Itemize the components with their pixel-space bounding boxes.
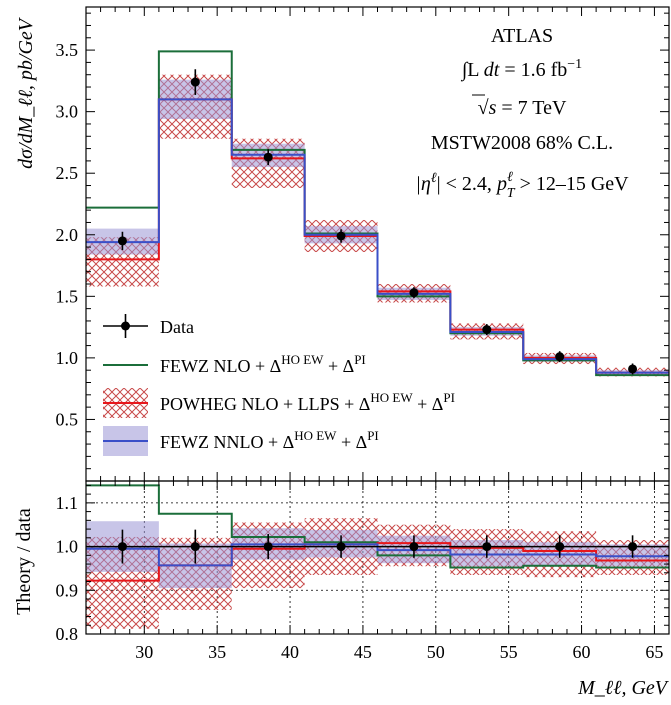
data-point: [555, 542, 565, 552]
y-tick-label: 0.5: [56, 409, 79, 429]
x-tick-label: 55: [500, 642, 518, 662]
legend-label-fewz-nlo: FEWZ NLO + ΔHO EW + ΔPI: [160, 352, 366, 376]
data-point: [482, 325, 492, 335]
x-tick-label: 60: [573, 642, 591, 662]
y-tick-label: 2.5: [56, 163, 79, 183]
y-tick-label: 1.0: [56, 348, 79, 368]
y-tick-label: 0.8: [56, 624, 79, 644]
legend-label-fewz-nnlo: FEWZ NNLO + ΔHO EW + ΔPI: [160, 428, 379, 452]
data-point: [263, 152, 273, 162]
data-point: [117, 236, 127, 246]
ratio-y-axis-label: Theory / data: [13, 508, 35, 615]
legend: Data FEWZ NLO + ΔHO EW + ΔPI POWHEG NLO + …: [103, 314, 455, 456]
ratio-panel: 0.8 0.9 1.0 1.1 30 35 40 45 50 55 60 65 Theory / dat…: [13, 480, 670, 699]
data-point: [117, 542, 127, 552]
x-tick-label: 45: [354, 642, 372, 662]
x-tick-label: 50: [427, 642, 445, 662]
data-point: [190, 542, 200, 552]
legend-label-data: Data: [160, 317, 194, 337]
data-point: [409, 288, 419, 298]
annotation-cuts: |ηℓ| < 2.4, pℓ T > 12–15 GeV: [415, 170, 629, 201]
annotation-energy: √s = 7 TeV: [478, 97, 567, 119]
data-point: [190, 77, 200, 87]
y-tick-label: 2.0: [56, 225, 79, 245]
data-point: [336, 542, 346, 552]
x-tick-label: 40: [281, 642, 299, 662]
annotation-pdf: MSTW2008 68% C.L.: [431, 132, 613, 154]
data-point: [263, 542, 273, 552]
annotation-experiment: ATLAS: [491, 25, 553, 47]
y-tick-label: 3.0: [56, 102, 79, 122]
main-y-axis-label: dσ/dM_ℓℓ, pb/GeV: [15, 16, 37, 169]
data-point: [628, 364, 638, 374]
x-axis-label: M_ℓℓ, GeV: [577, 677, 670, 699]
main-panel: 0.5 1.0 1.5 2.0 2.5 3.0 3.5 dσ/dM_ℓℓ, pb/GeV ATL…: [15, 6, 670, 482]
annotation-luminosity: ∫L dt = 1.6 fb−1: [460, 57, 582, 82]
y-tick-label: 3.5: [56, 40, 79, 60]
y-tick-label: 1.5: [56, 286, 79, 306]
x-tick-label: 30: [135, 642, 153, 662]
y-tick-label: 1.1: [56, 493, 79, 513]
data-point: [336, 231, 346, 241]
x-tick-label: 35: [208, 642, 226, 662]
legend-label-powheg: POWHEG NLO + LLPS + ΔHO EW + ΔPI: [160, 390, 455, 414]
legend-data-marker: [121, 321, 130, 331]
y-tick-label: 1.0: [56, 537, 79, 557]
data-point: [482, 542, 492, 552]
y-tick-label: 0.9: [56, 580, 79, 600]
data-point: [628, 542, 638, 552]
data-point: [409, 542, 419, 552]
data-point: [555, 352, 565, 362]
x-tick-label: 65: [645, 642, 663, 662]
